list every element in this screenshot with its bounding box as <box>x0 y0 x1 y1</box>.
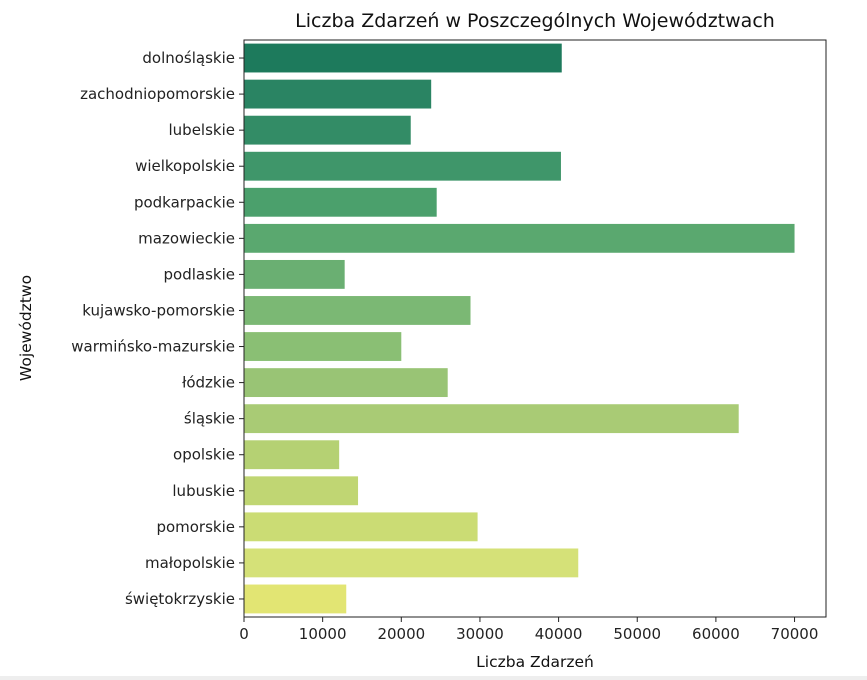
x-tick-label: 10000 <box>299 625 347 643</box>
bar <box>244 187 437 217</box>
bar <box>244 476 359 506</box>
y-tick-label: świętokrzyskie <box>125 590 235 608</box>
bar <box>244 43 562 73</box>
y-tick-label: mazowieckie <box>138 229 235 247</box>
plot-frame <box>243 39 827 618</box>
bar <box>244 548 579 578</box>
y-tick-label: zachodniopomorskie <box>80 85 235 103</box>
x-tick-label: 20000 <box>377 625 425 643</box>
x-tick-label: 50000 <box>613 625 661 643</box>
bar <box>244 440 340 470</box>
x-axis-label: Liczba Zdarzeń <box>476 653 594 671</box>
y-tick-label: dolnośląskie <box>142 49 235 67</box>
bar <box>244 584 347 614</box>
y-axis-label: Województwo <box>17 275 35 381</box>
y-tick-label: kujawsko-pomorskie <box>82 301 235 319</box>
bar <box>244 404 739 434</box>
window-bottom-strip <box>0 676 867 680</box>
bar <box>244 368 448 398</box>
y-tick-label: małopolskie <box>145 554 235 572</box>
bar <box>244 115 411 145</box>
bar <box>244 512 478 542</box>
y-tick-label: lubelskie <box>169 121 236 139</box>
y-tick-label: podkarpackie <box>134 193 235 211</box>
bar <box>244 296 471 325</box>
y-tick-label: śląskie <box>184 410 235 428</box>
bar <box>244 223 795 253</box>
y-tick-label: podlaskie <box>164 265 235 283</box>
y-tick-label: lubuskie <box>172 482 235 500</box>
bar <box>244 79 432 109</box>
x-tick-label: 60000 <box>692 625 740 643</box>
bar <box>244 332 402 361</box>
bar <box>244 151 561 181</box>
y-tick-label: wielkopolskie <box>135 157 235 175</box>
y-tick-label: pomorskie <box>156 518 235 536</box>
x-axis-ticks: 0 10000 20000 30000 40000 50000 60000 70000 <box>239 617 818 643</box>
x-tick-label: 30000 <box>456 625 504 643</box>
y-tick-label: łódzkie <box>182 374 235 392</box>
x-tick-label: 70000 <box>771 625 819 643</box>
bar <box>244 259 345 289</box>
chart-title: Liczba Zdarzeń w Poszczególnych Wojewódz… <box>295 10 775 32</box>
y-tick-label: opolskie <box>173 446 235 464</box>
x-tick-label: 0 <box>239 625 249 643</box>
x-tick-label: 40000 <box>535 625 583 643</box>
y-tick-label: warmińsko-mazurskie <box>71 338 235 356</box>
bars-group <box>244 43 795 614</box>
y-axis-ticks: dolnośląskie zachodniopomorskie lubelskie w… <box>71 49 244 608</box>
